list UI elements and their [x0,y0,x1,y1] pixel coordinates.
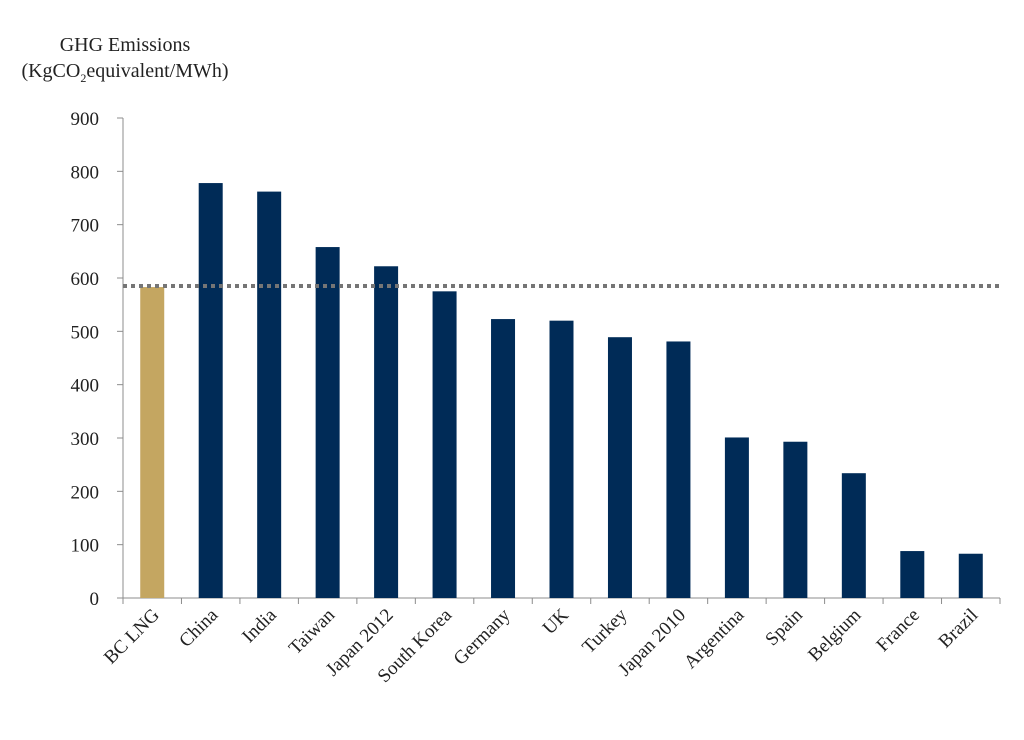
y-tick-label: 500 [71,322,100,343]
x-tick-label: France [872,605,923,656]
y-axis-title-line1: GHG Emissions [59,34,191,56]
y-axis-title-line2: (KgCO2equivalent/MWh) [0,60,250,86]
x-tick-label: Brazil [935,605,983,653]
y-tick-label: 200 [71,482,100,503]
y-tick-label: 600 [71,269,100,290]
y-tick-label: 800 [71,162,100,183]
bar-argentina [724,437,749,598]
bar-japan-2010 [666,341,691,598]
bar-taiwan [315,247,340,599]
y-tick-label: 100 [71,536,100,557]
bar-bc-lng [140,287,165,598]
x-tick-label: BC LNG [100,604,164,668]
y-axis-title-unit-subscript: 2 [80,71,87,85]
y-tick-label: 700 [71,216,100,237]
bar-france [900,551,925,598]
bar-spain [783,441,808,598]
x-tick-label: UK [539,604,573,638]
bar-south-korea [432,291,457,598]
bar-belgium [841,473,866,598]
bar-brazil [958,553,983,598]
x-tick-label: Argentina [680,604,749,673]
y-tick-label: 0 [90,589,100,610]
y-axis-title-unit-post: equivalent/MWh) [86,60,229,82]
y-axis-title-unit-pre: (KgCO [21,60,81,82]
bar-china [198,183,223,599]
x-tick-label: Belgium [804,605,865,666]
y-tick-label: 900 [71,109,100,130]
bar-india [257,191,282,598]
bar-japan-2012 [374,266,399,598]
y-tick-label: 300 [71,429,100,450]
x-tick-label: India [238,604,281,647]
x-tick-label: Turkey [578,604,632,658]
bar-germany [491,319,516,598]
x-tick-label: China [175,604,222,651]
x-tick-label: Taiwan [285,604,340,659]
x-tick-label: Spain [761,604,807,650]
bar-turkey [607,337,632,598]
y-tick-label: 400 [71,376,100,397]
bar-uk [549,320,574,598]
x-tick-label: Germany [450,604,515,669]
